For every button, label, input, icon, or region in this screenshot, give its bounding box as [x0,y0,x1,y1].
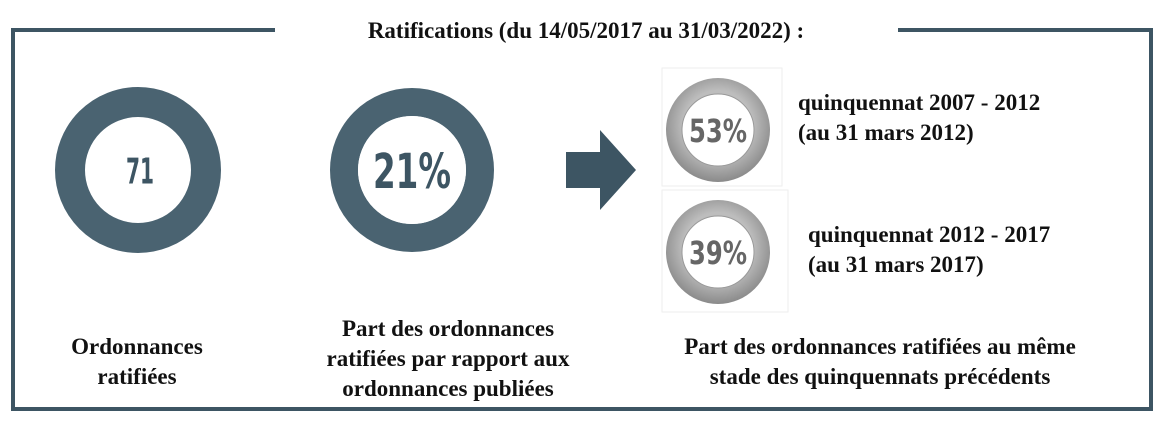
ring-small: 39% [661,189,789,313]
ring-small: 53% [661,67,783,187]
value: 53% [689,112,747,150]
value: 71 [126,152,154,193]
caption: stade des quinquennats précédents [710,364,1051,389]
label: quinquennat 2012 - 2017 [808,222,1050,247]
label: (au 31 mars 2012) [798,120,974,145]
title: Ratifications (du 14/05/2017 au 31/03/20… [368,18,804,43]
arrow [566,130,636,210]
label: ordonnances publiées [342,376,554,401]
label: Ordonnances [71,334,203,359]
ring: 21% [330,88,494,252]
label: ratifiées par rapport aux [327,346,570,371]
ring: 71 [55,87,221,253]
label: Part des ordonnances [342,316,554,341]
caption: Part des ordonnances ratifiées au même [684,334,1076,359]
value: 21% [373,144,451,200]
value: 39% [689,234,747,272]
label: (au 31 mars 2017) [808,252,984,277]
label: quinquennat 2007 - 2012 [798,90,1040,115]
label: ratifiées [97,364,176,389]
frame [11,28,1153,411]
